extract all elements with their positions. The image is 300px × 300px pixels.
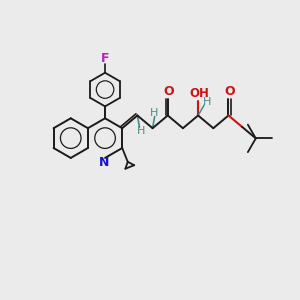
- Text: O: O: [164, 85, 174, 98]
- Text: H: H: [203, 97, 211, 107]
- Text: N: N: [99, 156, 109, 170]
- Text: H: H: [137, 126, 146, 136]
- Text: F: F: [101, 52, 109, 65]
- Text: H: H: [149, 107, 158, 118]
- Text: O: O: [224, 85, 235, 98]
- Text: OH: OH: [189, 87, 209, 100]
